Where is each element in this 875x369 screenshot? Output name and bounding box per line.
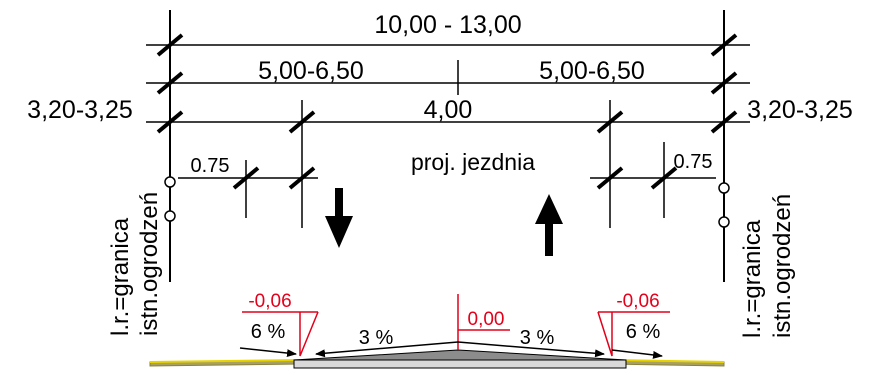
slope-arrow-left-shoulder — [239, 347, 297, 358]
slope-arrow-left-lane — [315, 341, 459, 358]
boundary-marker-icon — [164, 176, 176, 188]
dimension-verge-left: 3,20-3,25 — [27, 96, 133, 124]
slope-arrow-right-shoulder — [611, 349, 663, 359]
road-profile — [149, 349, 725, 369]
dimension-shoulder-left: 0.75 — [191, 155, 230, 177]
slope-right-lane: 3 % — [520, 327, 555, 349]
elevation-center: 0,00 — [468, 309, 505, 330]
verge-edge-left — [149, 359, 301, 363]
dimension-carriageway: 4,00 — [424, 96, 473, 124]
boundary-marker-icon — [718, 182, 730, 194]
tick-mark — [710, 110, 738, 134]
dimension-verge-right: 3,20-3,25 — [747, 96, 853, 124]
arrow-up-icon — [535, 194, 563, 256]
tick-mark — [156, 110, 184, 134]
arrow-down-icon — [325, 188, 353, 248]
boundary-label-right-line2: istn.ogrodzeń — [769, 194, 796, 338]
slope-arrow-right-lane — [457, 341, 605, 358]
dimension-half-right: 5,00-6,50 — [539, 57, 645, 85]
elevation-marker-right: -0,06 — [597, 291, 670, 357]
roadway-label: proj. jezdnia — [411, 149, 535, 175]
slope-right-shoulder: 6 % — [626, 321, 661, 343]
verge-edge-right — [611, 359, 725, 363]
boundary-label-right-line1: l.r.=granica — [739, 219, 766, 338]
tick-mark — [156, 71, 184, 95]
elevation-marker-left: -0,06 — [242, 291, 319, 357]
tick-mark — [710, 33, 738, 57]
slope-left-shoulder: 6 % — [251, 321, 286, 343]
dimension-total: 10,00 - 13,00 — [374, 11, 521, 39]
dimension-shoulder-right: 0.75 — [674, 151, 713, 173]
boundary-label-left-line1: l.r.=granica — [107, 217, 134, 336]
slope-left-lane: 3 % — [359, 327, 394, 349]
tick-mark — [156, 33, 184, 57]
elevation-marker-center: 0,00 — [457, 294, 510, 350]
boundary-label-left-line2: istn.ogrodzeń — [136, 192, 163, 336]
dimension-half-left: 5,00-6,50 — [258, 57, 364, 85]
tick-mark — [288, 166, 316, 190]
tick-mark — [596, 166, 624, 190]
tick-mark — [710, 71, 738, 95]
elevation-right: -0,06 — [616, 291, 659, 312]
elevation-left: -0,06 — [248, 291, 291, 312]
asphalt-layer — [293, 349, 627, 361]
tick-mark — [232, 166, 260, 190]
boundary-marker-icon — [718, 216, 730, 228]
boundary-marker-icon — [164, 210, 176, 222]
tick-mark — [650, 166, 678, 190]
base-course — [293, 359, 627, 369]
